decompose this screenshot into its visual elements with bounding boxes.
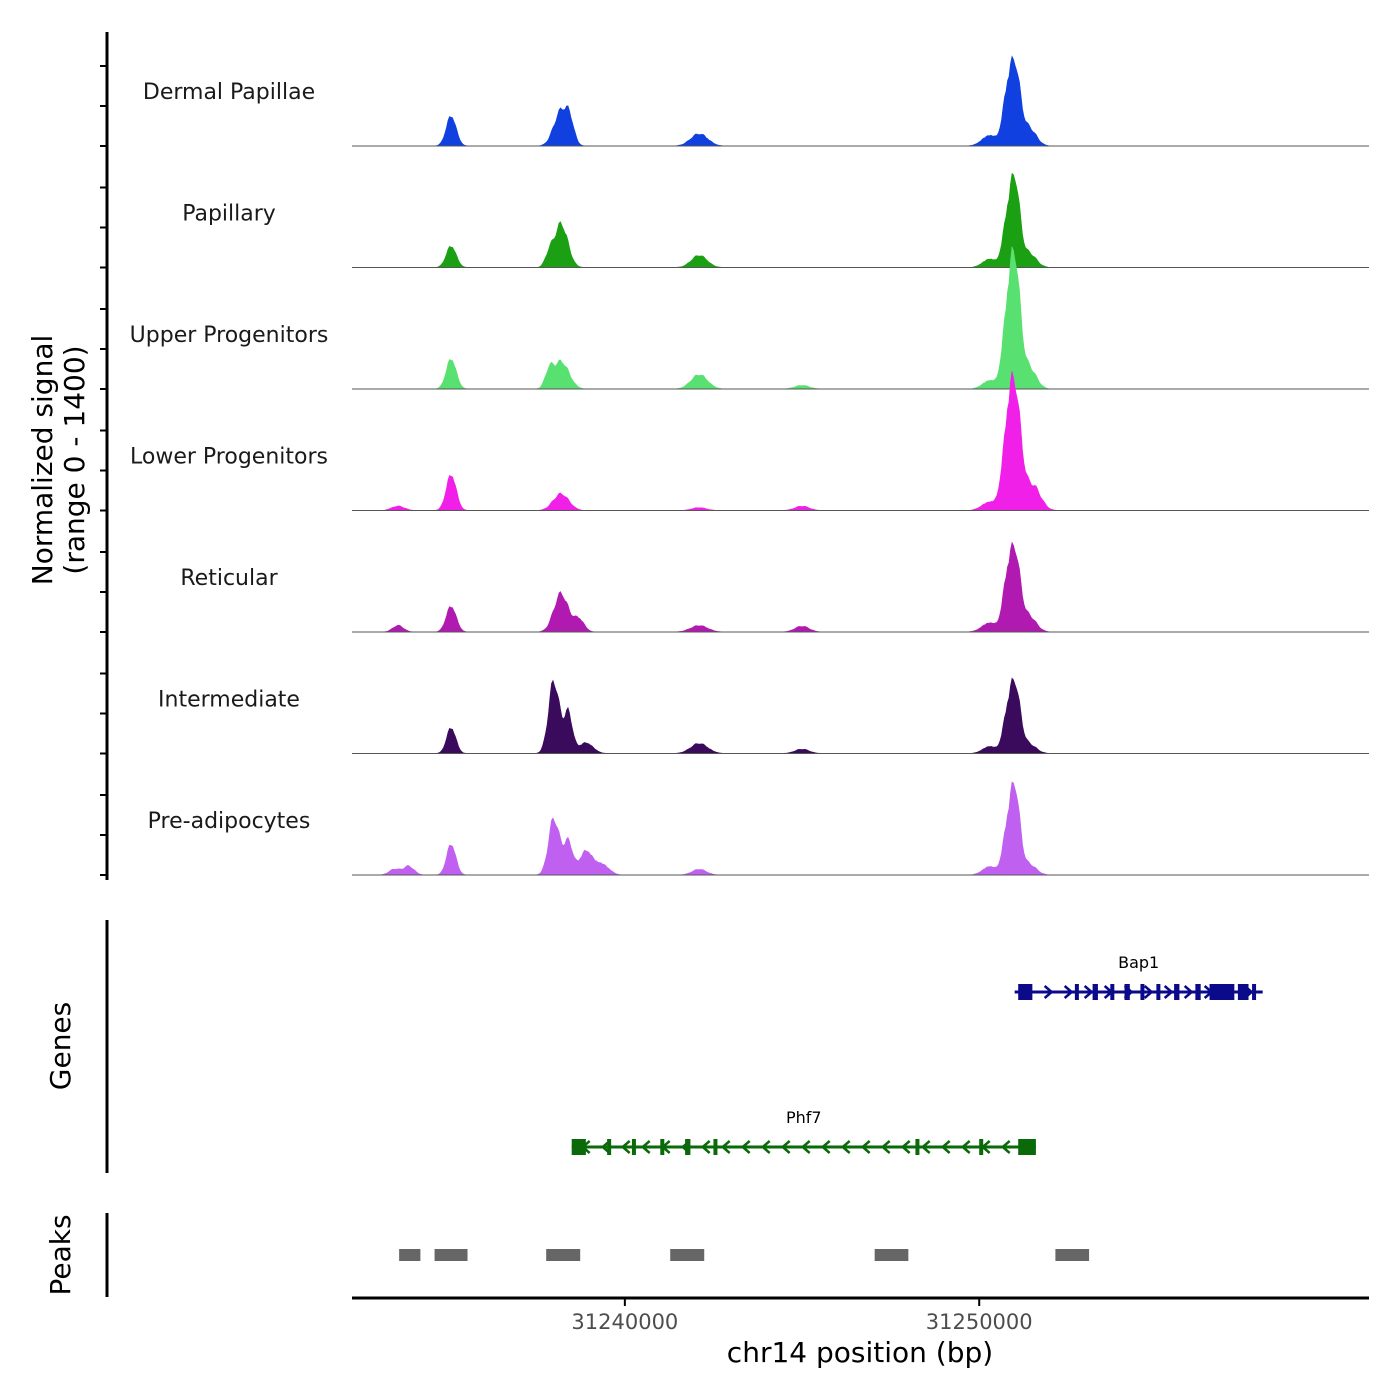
strand-arrow xyxy=(700,1140,711,1154)
track-label: Intermediate xyxy=(158,688,300,713)
gene-exon xyxy=(571,1139,586,1155)
gene-exon xyxy=(1124,984,1130,1000)
coverage-tracks: Dermal Papillae Papillary Upper Progenitor… xyxy=(130,55,1369,876)
gene-exon xyxy=(631,1139,636,1155)
x-axis-title: chr14 position (bp) xyxy=(727,1336,993,1369)
strand-arrow xyxy=(1043,985,1054,999)
x-tick-label: 31250000 xyxy=(926,1310,1033,1334)
strand-arrow xyxy=(1163,985,1174,999)
coverage-track: Papillary xyxy=(182,172,1369,268)
gene-exon xyxy=(1209,984,1235,1000)
strand-arrow xyxy=(1143,985,1154,999)
strand-arrow xyxy=(940,1140,951,1154)
coverage-track: Pre-adipocytes xyxy=(148,781,1369,876)
track-label: Dermal Papillae xyxy=(143,80,315,105)
strand-arrow xyxy=(880,1140,891,1154)
strand-arrow xyxy=(1000,1140,1011,1154)
coverage-track: Intermediate xyxy=(158,677,1369,754)
coverage-area xyxy=(352,541,1369,633)
gene-exon xyxy=(660,1139,665,1155)
strand-arrow xyxy=(780,1140,791,1154)
coverage-track: Reticular xyxy=(180,541,1369,633)
gene-exon xyxy=(1110,984,1115,1000)
coverage-area xyxy=(352,677,1369,754)
genes-panel-title: Genes xyxy=(44,1002,77,1090)
gene-exon xyxy=(1174,984,1180,1000)
strand-arrow xyxy=(860,1140,871,1154)
strand-arrow xyxy=(640,1140,651,1154)
peak-region xyxy=(399,1249,421,1261)
peak-region xyxy=(874,1249,909,1261)
coverage-area xyxy=(352,172,1369,268)
y-axis-title-line2: (range 0 - 1400) xyxy=(58,345,91,574)
coverage-area xyxy=(352,55,1369,147)
coverage-area xyxy=(352,371,1369,511)
strand-arrow xyxy=(620,1140,631,1154)
gene-model: Phf7 xyxy=(571,1108,1036,1155)
gene-exon xyxy=(1140,984,1145,1000)
strand-arrow xyxy=(1183,985,1194,999)
peak-region xyxy=(670,1249,705,1261)
strand-arrow xyxy=(1063,985,1074,999)
track-label: Lower Progenitors xyxy=(130,445,328,470)
peak-track xyxy=(399,1249,1090,1261)
gene-track: Bap1 Phf7 xyxy=(571,953,1263,1155)
gene-exon xyxy=(1018,984,1033,1000)
strand-arrow xyxy=(840,1140,851,1154)
x-tick-label: 31240000 xyxy=(571,1310,678,1334)
gene-exon xyxy=(713,1139,718,1155)
coverage-track: Upper Progenitors xyxy=(130,246,1369,390)
gene-exon xyxy=(1156,984,1161,1000)
y-axis-title-line1: Normalized signal xyxy=(26,335,59,586)
strand-arrow xyxy=(1083,985,1094,999)
gene-exon xyxy=(915,1139,920,1155)
gene-label: Phf7 xyxy=(786,1108,822,1127)
gene-exon xyxy=(685,1139,691,1155)
track-label: Upper Progenitors xyxy=(130,323,329,348)
coverage-track: Lower Progenitors xyxy=(130,371,1369,511)
peak-region xyxy=(1055,1249,1090,1261)
gene-exon xyxy=(607,1139,612,1155)
gene-exon xyxy=(1018,1139,1036,1155)
x-axis-ticks: 31240000 31250000 xyxy=(571,1298,1033,1334)
strand-arrow xyxy=(760,1140,771,1154)
coverage-area xyxy=(352,781,1369,876)
track-label: Reticular xyxy=(180,566,278,591)
gene-exon xyxy=(979,1139,984,1155)
coverage-track: Dermal Papillae xyxy=(143,55,1369,147)
gene-exon xyxy=(1237,984,1249,1000)
track-label: Pre-adipocytes xyxy=(148,809,311,834)
strand-arrow xyxy=(740,1140,751,1154)
track-label: Papillary xyxy=(182,202,276,227)
y-axis-title: Normalized signal (range 0 - 1400) xyxy=(26,335,91,586)
gene-label: Bap1 xyxy=(1118,953,1159,972)
gene-exon xyxy=(1074,984,1079,1000)
peak-region xyxy=(434,1249,468,1261)
gene-model: Bap1 xyxy=(1014,953,1263,1000)
coverage-y-ticks xyxy=(100,65,107,876)
strand-arrow xyxy=(900,1140,911,1154)
gene-exon xyxy=(1092,984,1098,1000)
gene-exon xyxy=(1195,984,1201,1000)
strand-arrow xyxy=(920,1140,931,1154)
strand-arrow xyxy=(800,1140,811,1154)
gene-exon xyxy=(1252,984,1257,1000)
peaks-panel-title: Peaks xyxy=(44,1214,77,1295)
strand-arrow xyxy=(960,1140,971,1154)
strand-arrow xyxy=(720,1140,731,1154)
peak-region xyxy=(546,1249,581,1261)
strand-arrow xyxy=(820,1140,831,1154)
